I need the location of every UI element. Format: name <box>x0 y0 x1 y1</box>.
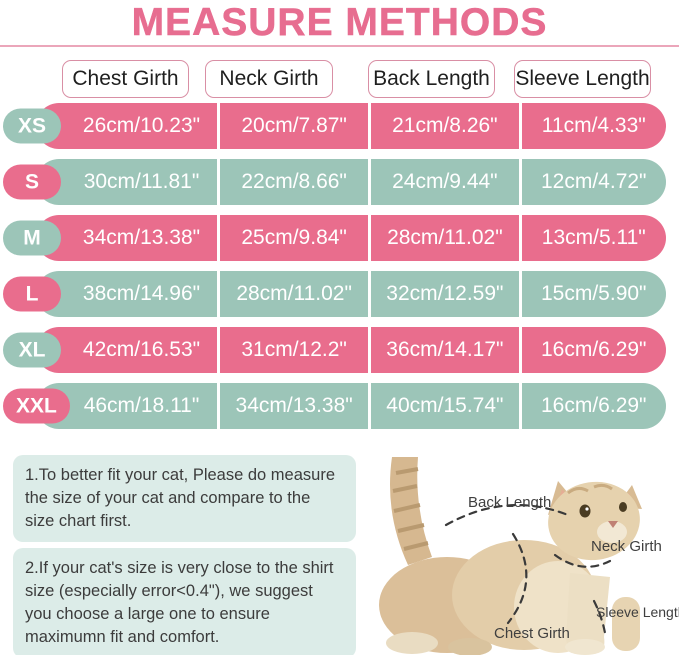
cat-rear-paw-2 <box>448 638 492 655</box>
cell-m-chest: 34cm/13.38" <box>36 215 221 261</box>
column-header-neck-girth: Neck Girth <box>205 60 333 98</box>
sleeve-length-guide <box>592 599 607 635</box>
note-measure-first: 1.To better fit your cat, Please do meas… <box>13 455 356 543</box>
cell-l-chest: 38cm/14.96" <box>36 271 221 317</box>
cell-m-back: 28cm/11.02" <box>371 215 522 261</box>
cell-xl-chest: 42cm/16.53" <box>36 327 221 373</box>
cat-front-leg <box>566 573 610 651</box>
label-neck-girth: Neck Girth <box>591 538 662 555</box>
size-badge-l: L <box>3 276 61 312</box>
cell-xxl-back: 40cm/15.74" <box>371 383 522 429</box>
cell-s-chest: 30cm/11.81" <box>36 159 221 205</box>
cell-xl-sleeve: 16cm/6.29" <box>541 338 647 361</box>
cell-l-neck: 28cm/11.02" <box>220 271 372 317</box>
cell-xxl-chest: 46cm/18.11" <box>36 383 221 429</box>
table-row-xs: XS 26cm/10.23" 20cm/7.87" 21cm/8.26" 11c… <box>3 103 666 149</box>
cell-s-back: 24cm/9.44" <box>371 159 522 205</box>
cell-xl-back: 36cm/14.17" <box>371 327 522 373</box>
chest-girth-guide <box>506 532 528 625</box>
note-size-up: 2.If your cat's size is very close to th… <box>13 548 356 655</box>
cell-xxl-neck: 34cm/13.38" <box>220 383 372 429</box>
cat-tail <box>390 457 432 565</box>
size-badge-xl: XL <box>3 332 61 368</box>
cell-xl-neck: 31cm/12.2" <box>220 327 372 373</box>
cat-eye-highlight <box>585 507 589 511</box>
cell-m-neck: 25cm/9.84" <box>220 215 372 261</box>
table-row-m: M 34cm/13.38" 25cm/9.84" 28cm/11.02" 13c… <box>3 215 666 261</box>
cell-xs-back: 21cm/8.26" <box>371 103 522 149</box>
table-row-l: L 38cm/14.96" 28cm/11.02" 32cm/12.59" 15… <box>3 271 666 317</box>
cell-xs-sleeve: 11cm/4.33" <box>541 114 646 137</box>
label-back-length: Back Length <box>468 494 552 511</box>
page-title: MEASURE METHODS <box>131 1 548 45</box>
cat-muzzle <box>597 521 627 543</box>
cat-eye <box>579 504 591 518</box>
cell-m-sleeve: 13cm/5.11" <box>541 226 646 249</box>
cat-head-stripes <box>567 483 613 495</box>
size-badge-xs: XS <box>3 108 61 144</box>
cat-nose <box>608 521 618 528</box>
cell-s-neck: 22cm/8.66" <box>220 159 372 205</box>
cat-illustration <box>379 457 642 655</box>
label-sleeve-length: Sleeve Length <box>596 604 679 620</box>
size-badge-m: M <box>3 220 61 256</box>
cell-l-back: 32cm/12.59" <box>371 271 522 317</box>
size-badge-xxl: XXL <box>3 388 70 424</box>
cell-s-sleeve: 12cm/4.72" <box>541 170 647 193</box>
size-badge-s: S <box>3 164 61 200</box>
cell-l-sleeve: 15cm/5.90" <box>541 282 647 305</box>
title-divider <box>0 45 679 47</box>
table-row-s: S 30cm/11.81" 22cm/8.66" 24cm/9.44" 12cm… <box>3 159 666 205</box>
table-row-xl: XL 42cm/16.53" 31cm/12.2" 36cm/14.17" 16… <box>3 327 666 373</box>
cat-front-leg-far <box>612 597 640 651</box>
label-chest-girth: Chest Girth <box>494 625 570 642</box>
neck-girth-guide <box>553 553 612 568</box>
cat-eye-far <box>619 502 627 512</box>
column-header-sleeve-length: Sleeve Length <box>514 60 651 98</box>
cell-xs-neck: 20cm/7.87" <box>220 103 372 149</box>
cell-xxl-sleeve: 16cm/6.29" <box>541 394 647 417</box>
size-table: XS 26cm/10.23" 20cm/7.87" 21cm/8.26" 11c… <box>3 103 666 439</box>
cell-xs-chest: 26cm/10.23" <box>36 103 221 149</box>
back-length-guide <box>444 503 570 527</box>
column-header-chest-girth: Chest Girth <box>62 60 189 98</box>
table-row-xxl: XXL 46cm/18.11" 34cm/13.38" 40cm/15.74" … <box>3 383 666 429</box>
cat-front-paw <box>565 639 605 655</box>
cat-rear-paw <box>386 632 438 654</box>
cat-tail-stripes <box>392 467 429 551</box>
column-header-back-length: Back Length <box>368 60 495 98</box>
